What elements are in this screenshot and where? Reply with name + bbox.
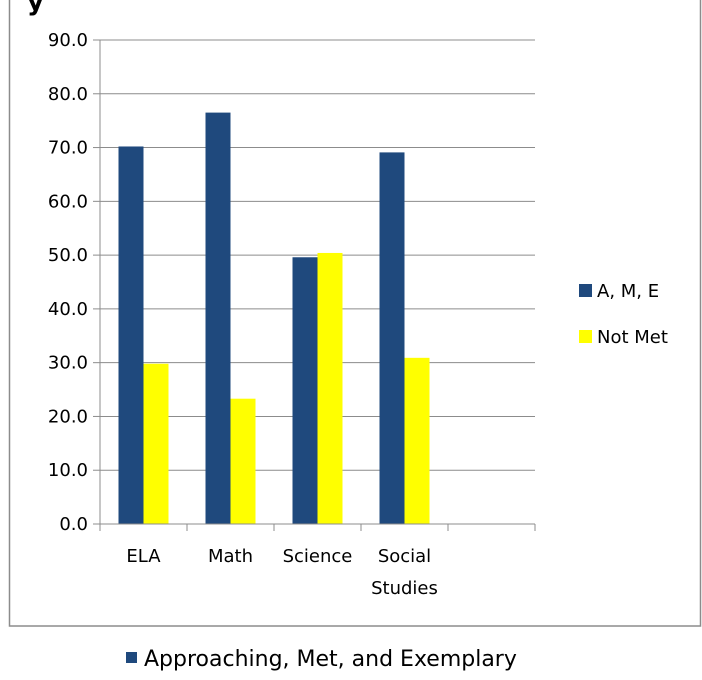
legend-swatch <box>579 284 592 297</box>
y-tick-label: 70.0 <box>48 138 88 159</box>
y-tick-label: 10.0 <box>48 460 88 481</box>
legend-label: A, M, E <box>597 281 659 302</box>
y-tick-label: 90.0 <box>48 30 88 51</box>
bar <box>404 357 430 524</box>
legend-label: Not Met <box>597 327 668 348</box>
legend: A, M, E Not Met <box>579 281 668 348</box>
footer-legend-swatch <box>126 652 137 663</box>
y-tick-label: 50.0 <box>48 245 88 266</box>
bar <box>230 398 256 524</box>
axes: 0.0 10.0 20.0 30.0 40.0 50.0 60.0 70.0 80.0 90.0 E… <box>48 30 536 599</box>
bar <box>205 112 231 524</box>
y-tick-label: 30.0 <box>48 353 88 374</box>
y-tick-label: 0.0 <box>59 514 88 535</box>
bar <box>379 152 405 524</box>
bar <box>143 363 169 524</box>
bar <box>118 146 144 525</box>
bar <box>317 252 343 524</box>
y-tick-label: 80.0 <box>48 84 88 105</box>
y-tick-label: 40.0 <box>48 299 88 320</box>
chart-border <box>8 0 702 627</box>
y-tick-label: 60.0 <box>48 191 88 212</box>
x-tick-label: ELA <box>126 546 161 567</box>
x-tick-label: Science <box>283 546 353 567</box>
footer-legend-label: Approaching, Met, and Exemplary <box>144 647 517 672</box>
x-tick-label: Math <box>208 546 253 567</box>
bars <box>118 112 430 525</box>
x-tick-label: Social <box>378 546 431 567</box>
x-tick-label: Studies <box>371 578 438 599</box>
header-fragment: y <box>27 0 44 17</box>
bar <box>292 257 318 524</box>
y-tick-label: 20.0 <box>48 406 88 427</box>
legend-swatch <box>579 330 592 343</box>
